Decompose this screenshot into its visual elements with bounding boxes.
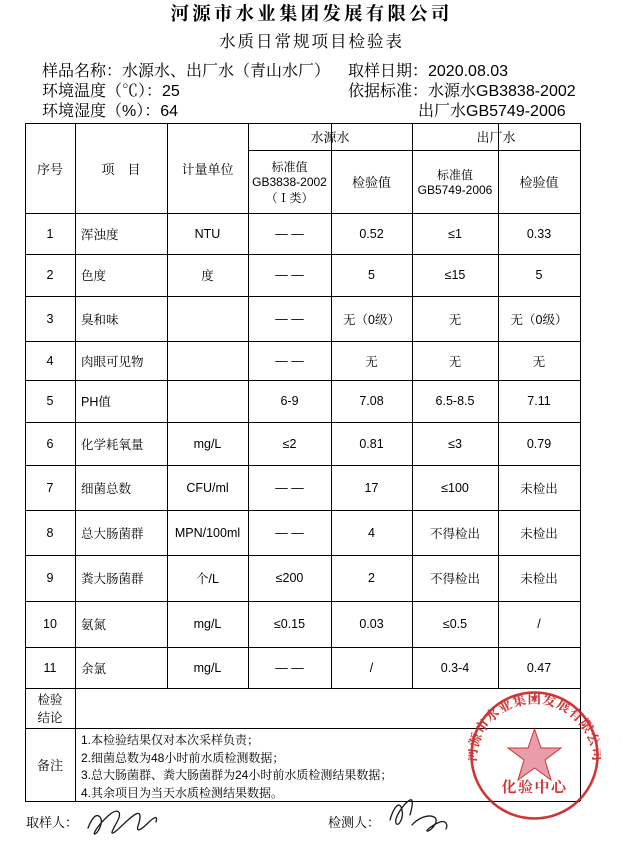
- svg-text:化验中心: 化验中心: [501, 776, 568, 797]
- svg-text:★: ★: [530, 693, 539, 703]
